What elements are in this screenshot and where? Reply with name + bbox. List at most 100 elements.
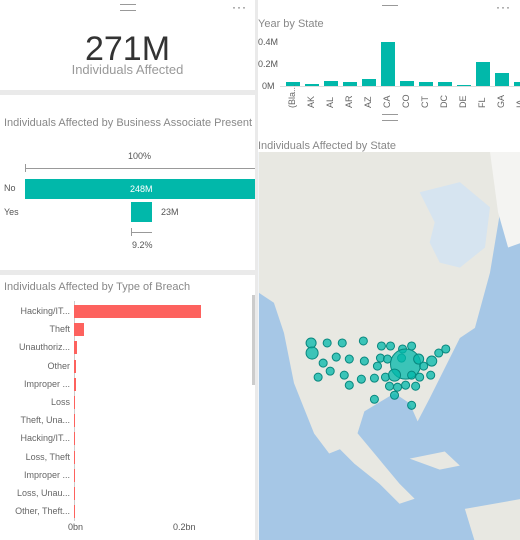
state-bubble[interactable] bbox=[344, 380, 354, 390]
state-bubble[interactable] bbox=[413, 353, 425, 365]
state-bar[interactable] bbox=[343, 82, 357, 86]
y-tick-1: 0.2M bbox=[258, 59, 279, 69]
state-tick-label: GA bbox=[496, 94, 506, 108]
state-bubble[interactable] bbox=[411, 381, 421, 391]
state-bubble[interactable] bbox=[434, 348, 444, 358]
kpi-card[interactable]: ··· 271M Individuals Affected bbox=[0, 0, 255, 90]
state-bar[interactable] bbox=[324, 81, 338, 86]
scrollbar[interactable] bbox=[252, 295, 255, 385]
more-options-icon[interactable]: ··· bbox=[496, 0, 511, 14]
state-bubble[interactable] bbox=[407, 341, 417, 351]
map-canvas[interactable] bbox=[258, 152, 520, 540]
state-bubble[interactable] bbox=[384, 381, 395, 391]
state-bubble[interactable] bbox=[313, 372, 323, 382]
more-options-icon[interactable]: ··· bbox=[232, 0, 247, 14]
state-bar[interactable] bbox=[381, 41, 395, 86]
state-bubble[interactable] bbox=[369, 373, 379, 383]
state-bar[interactable] bbox=[495, 72, 509, 86]
bar[interactable] bbox=[74, 450, 75, 464]
state-tick-label: CA bbox=[382, 95, 392, 108]
state-bubble[interactable] bbox=[441, 344, 451, 354]
bar-yes[interactable] bbox=[131, 202, 153, 222]
breach-type-chart[interactable]: Individuals Affected by Type of Breach H… bbox=[0, 275, 255, 540]
chart-title: Year by State bbox=[258, 18, 324, 30]
bar[interactable] bbox=[74, 323, 84, 337]
state-bubble[interactable] bbox=[419, 361, 429, 371]
drag-handle[interactable] bbox=[382, 0, 398, 6]
state-bubble[interactable] bbox=[372, 361, 382, 371]
state-bubble[interactable] bbox=[401, 380, 411, 390]
state-tick-label: AL bbox=[325, 96, 335, 108]
state-bubble[interactable] bbox=[385, 341, 396, 351]
state-bar[interactable] bbox=[305, 83, 319, 86]
bottom-percent-label: 9.2% bbox=[132, 240, 153, 250]
state-tick-label: FL bbox=[477, 97, 487, 108]
state-bubble[interactable] bbox=[339, 370, 349, 380]
business-associate-chart[interactable]: Individuals Affected by Business Associa… bbox=[0, 95, 255, 270]
state-tick-label: AK bbox=[306, 95, 316, 108]
bar-no[interactable] bbox=[25, 179, 255, 199]
bar[interactable] bbox=[74, 341, 78, 355]
drag-handle[interactable] bbox=[382, 114, 398, 121]
state-bar[interactable] bbox=[476, 61, 490, 86]
map-visual[interactable]: Individuals Affected by State bbox=[258, 112, 520, 540]
state-bubble[interactable] bbox=[325, 366, 335, 376]
state-bubble[interactable] bbox=[305, 337, 317, 349]
state-bar[interactable] bbox=[419, 82, 433, 86]
bar[interactable] bbox=[74, 432, 76, 446]
chart-title: Individuals Affected by Type of Breach bbox=[4, 281, 191, 293]
state-bubble[interactable] bbox=[415, 372, 425, 382]
axis-line bbox=[74, 301, 75, 521]
state-tick-label: DC bbox=[439, 95, 449, 108]
drag-handle[interactable] bbox=[120, 4, 136, 11]
kpi-label: Individuals Affected bbox=[71, 62, 184, 77]
state-tick-label: CT bbox=[420, 96, 430, 108]
state-bubble[interactable] bbox=[426, 355, 438, 367]
bottom-percent-ruler-tick bbox=[131, 228, 132, 236]
state-bubble[interactable] bbox=[407, 370, 417, 380]
state-bubble[interactable] bbox=[359, 356, 369, 366]
state-bubble[interactable] bbox=[387, 368, 402, 382]
bar[interactable] bbox=[74, 468, 75, 482]
bar[interactable] bbox=[74, 359, 76, 373]
bar[interactable] bbox=[74, 414, 76, 428]
state-bubble[interactable] bbox=[358, 336, 368, 346]
bar[interactable] bbox=[74, 305, 201, 318]
state-bubble[interactable] bbox=[376, 341, 386, 351]
state-tick-label: AZ bbox=[363, 96, 373, 108]
state-tick-label: IA bbox=[515, 99, 520, 108]
state-bubble[interactable] bbox=[337, 338, 347, 348]
state-bubble[interactable] bbox=[389, 390, 400, 400]
state-bubble[interactable] bbox=[369, 394, 379, 404]
category-label: Improper ... bbox=[23, 469, 70, 480]
state-bar[interactable] bbox=[400, 81, 414, 86]
bar-value-yes: 23M bbox=[161, 207, 179, 217]
bar[interactable] bbox=[74, 377, 76, 391]
state-bubble[interactable] bbox=[393, 382, 403, 392]
state-chart[interactable]: ··· Year by State 0.4M 0.2M 0M (Bla... AK… bbox=[258, 0, 520, 112]
x-axis-line bbox=[280, 86, 520, 87]
state-bubble[interactable] bbox=[318, 358, 328, 368]
state-bar[interactable] bbox=[362, 78, 376, 86]
category-label: Hacking/IT... bbox=[20, 433, 70, 444]
state-bubble[interactable] bbox=[322, 338, 332, 348]
state-bubble[interactable] bbox=[356, 374, 366, 384]
state-bubble[interactable] bbox=[331, 352, 341, 362]
state-bar[interactable] bbox=[457, 84, 471, 86]
state-bubble[interactable] bbox=[305, 346, 319, 360]
y-tick-0: 0.4M bbox=[258, 37, 279, 47]
state-bubble[interactable] bbox=[344, 354, 354, 364]
top-percent-label: 100% bbox=[128, 151, 152, 161]
bar[interactable] bbox=[74, 487, 75, 500]
category-label: Other, Theft... bbox=[15, 506, 70, 517]
state-bar[interactable] bbox=[438, 82, 452, 86]
state-bubble[interactable] bbox=[426, 370, 436, 380]
axis-tick-0: 0bn bbox=[68, 522, 84, 532]
state-tick-label: AR bbox=[344, 95, 354, 108]
state-bar[interactable] bbox=[514, 82, 520, 86]
state-bubble[interactable] bbox=[407, 400, 417, 410]
state-bar[interactable] bbox=[286, 82, 300, 86]
bar[interactable] bbox=[74, 396, 76, 409]
bar[interactable] bbox=[74, 505, 75, 519]
category-label: Theft bbox=[49, 324, 70, 335]
